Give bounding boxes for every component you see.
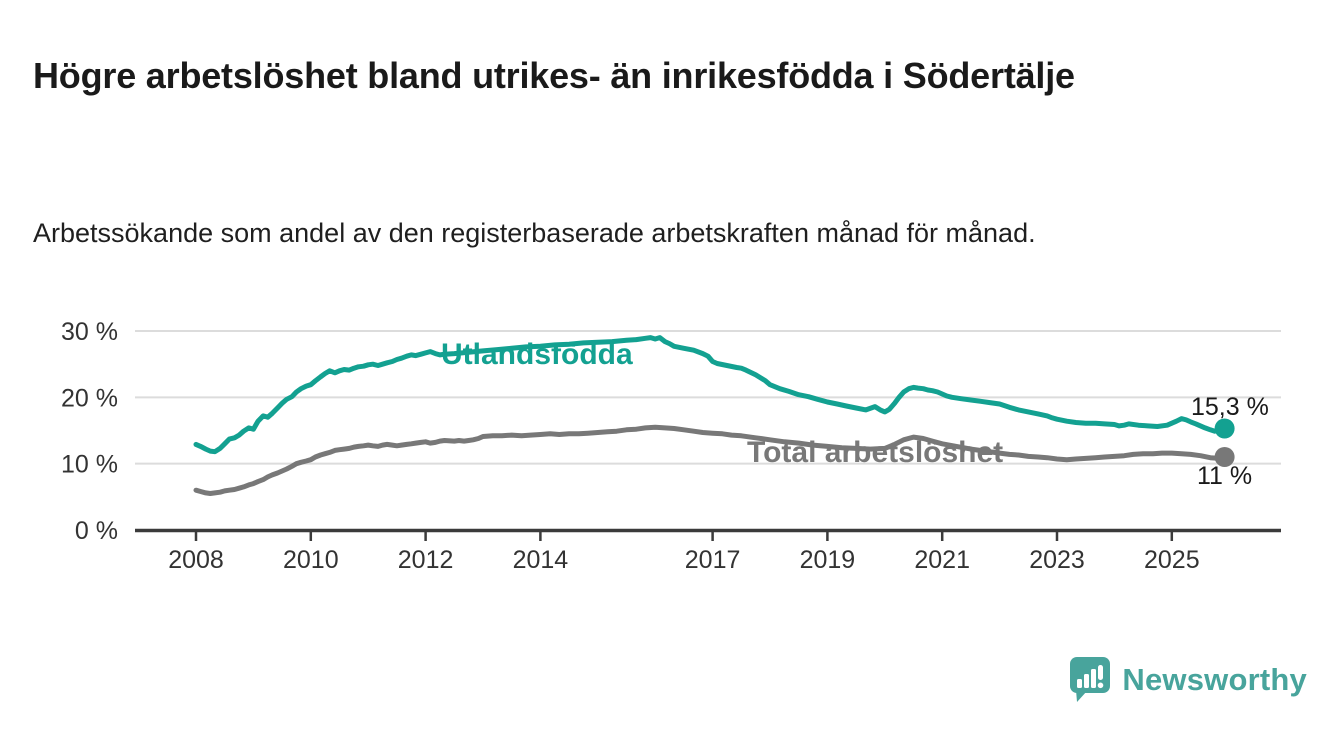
x-axis-label-2021: 2021 bbox=[914, 546, 970, 574]
newsworthy-wordmark: Newsworthy bbox=[1122, 662, 1307, 697]
series-line-0 bbox=[193, 335, 1228, 455]
page-title: Högre arbetslöshet bland utrikes- än inr… bbox=[33, 55, 1075, 97]
newsworthy-chart-bubble-icon bbox=[1070, 657, 1111, 702]
newsworthy-logo: Newsworthy bbox=[1070, 656, 1307, 704]
x-axis-label-2023: 2023 bbox=[1029, 546, 1085, 574]
series-lines-group bbox=[193, 335, 1235, 496]
gridlines-group bbox=[135, 330, 1281, 465]
x-axis-group bbox=[135, 528, 1281, 541]
y-axis-label-30: 30 % bbox=[61, 318, 118, 346]
x-axis-label-2010: 2010 bbox=[283, 546, 339, 574]
x-axis-label-2025: 2025 bbox=[1144, 546, 1200, 574]
series-end-dot-0 bbox=[1214, 418, 1235, 439]
y-axis-label-10: 10 % bbox=[61, 451, 118, 479]
series-line-1 bbox=[193, 424, 1228, 496]
series-label-utlandsfodda: Utlandsfödda bbox=[441, 338, 633, 371]
y-axis-label-0: 0 % bbox=[75, 517, 118, 545]
y-axis-labels-group: 0 % 10 % 20 % 30 % bbox=[61, 318, 118, 545]
series-label-total-arbetsloshet: Total arbetslöshet bbox=[747, 436, 1003, 469]
x-axis-label-2008: 2008 bbox=[168, 546, 224, 574]
x-axis-label-2019: 2019 bbox=[800, 546, 856, 574]
x-axis-label-2014: 2014 bbox=[513, 546, 569, 574]
end-value-label-utlandsfodda: 15,3 % bbox=[1191, 393, 1269, 421]
series-end-dot-1 bbox=[1214, 447, 1235, 467]
y-axis-label-20: 20 % bbox=[61, 384, 118, 412]
chart-subtitle: Arbetssökande som andel av den registerb… bbox=[33, 218, 1036, 248]
x-axis-labels-group: 2008 2010 2012 2014 2017 2019 2021 2023 2025 bbox=[168, 546, 1199, 574]
end-value-label-total-arbetsloshet: 11 % bbox=[1197, 462, 1252, 490]
x-axis-label-2017: 2017 bbox=[685, 546, 741, 574]
x-axis-label-2012: 2012 bbox=[398, 546, 454, 574]
